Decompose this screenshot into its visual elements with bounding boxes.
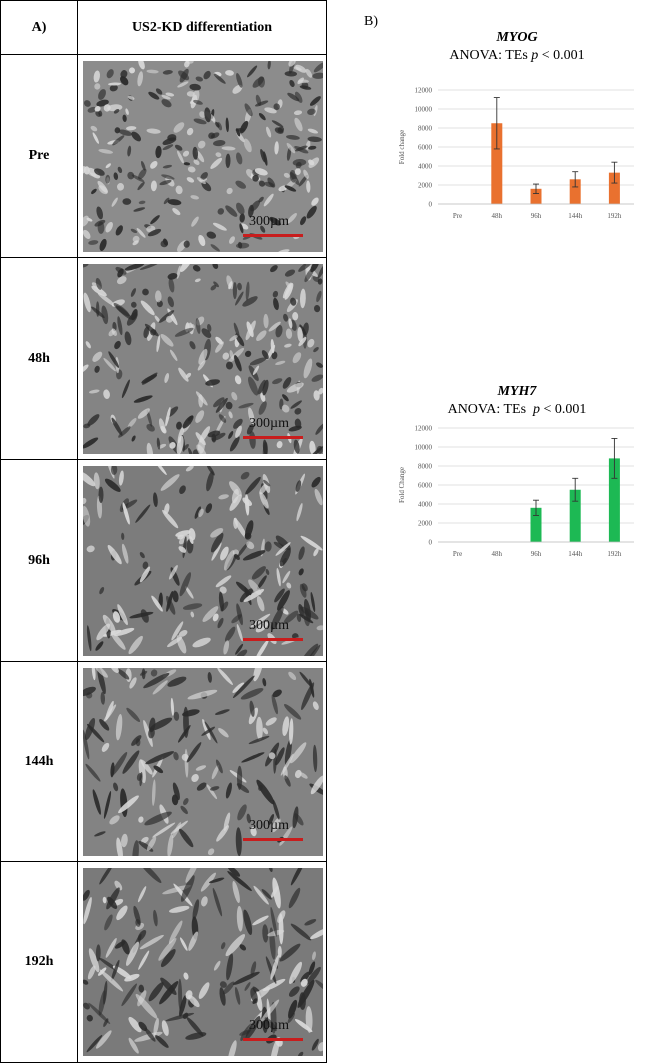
x-tick-label: 192h <box>607 550 622 558</box>
y-tick-label: 6000 <box>418 144 433 152</box>
y-tick-label: 0 <box>429 201 433 209</box>
error-bar-144h <box>572 477 579 502</box>
chart-subtitle: ANOVA: TEs p < 0.001 <box>397 48 637 64</box>
y-tick-label: 10000 <box>415 444 433 452</box>
bar-chart: 0 2000 4000 6000 8000 10000 12000 Fold change Pr… <box>398 87 634 220</box>
y-tick-label: 4000 <box>418 501 433 509</box>
x-tick-label: Pre <box>453 212 462 220</box>
scale-bar-label: 300µm <box>249 416 289 431</box>
bar-48h <box>491 123 503 204</box>
bar-192h <box>608 172 620 204</box>
subtitle-prefix: ANOVA: TEs <box>447 402 534 417</box>
error-bar-192h <box>611 438 618 479</box>
timepoint-label: 144h <box>1 662 78 861</box>
subtitle-p: p <box>531 48 539 63</box>
x-tick-label: 192h <box>607 212 622 220</box>
scale-bar <box>243 1038 303 1041</box>
y-tick-label: 2000 <box>418 182 433 190</box>
x-tick-label: 144h <box>568 212 583 220</box>
y-tick-label: 8000 <box>418 125 433 133</box>
subtitle-p: p <box>533 402 541 417</box>
timepoint-label: 192h <box>1 862 78 1062</box>
chart-subtitle: ANOVA: TEs p < 0.001 <box>397 402 637 418</box>
y-tick-label: 0 <box>429 539 433 547</box>
micrograph-image: 300µm <box>83 264 323 454</box>
subtitle-suffix: < 0.001 <box>540 402 587 417</box>
error-bar-48h <box>493 97 500 150</box>
table-row: 96h 300µm <box>1 460 326 662</box>
bar-96h <box>530 188 542 204</box>
y-tick-label: 12000 <box>415 425 433 433</box>
y-tick-label: 4000 <box>418 163 433 171</box>
bar-144h <box>569 489 581 542</box>
table-row: 192h 300µm <box>1 862 326 1062</box>
y-tick-label: 6000 <box>418 482 433 490</box>
micrograph-image: 300µm <box>83 61 323 252</box>
chart-gene-title: MYH7 <box>497 384 537 399</box>
timepoint-label: 48h <box>1 258 78 459</box>
panel-a-label: A) <box>1 1 78 54</box>
x-tick-label: 144h <box>568 550 583 558</box>
y-axis-label: Fold Change <box>398 467 406 503</box>
error-bar-96h <box>533 183 539 194</box>
timepoint-label: Pre <box>1 55 78 257</box>
error-bar-192h <box>611 161 618 184</box>
y-tick-label: 10000 <box>415 106 433 114</box>
panel-a-table: A) US2-KD differentiation Pre 300µm 48h 300… <box>0 0 327 1063</box>
error-bar-96h <box>533 499 539 516</box>
subtitle-suffix: < 0.001 <box>538 48 585 63</box>
scale-bar <box>243 234 303 237</box>
bar-96h <box>530 507 542 542</box>
table-row: 144h 300µm <box>1 662 326 862</box>
x-tick-label: Pre <box>453 550 462 558</box>
x-tick-label: 48h <box>492 550 503 558</box>
scale-bar-label: 300µm <box>249 818 289 833</box>
x-tick-label: 48h <box>492 212 503 220</box>
scale-bar <box>243 638 303 641</box>
column-header: US2-KD differentiation <box>131 19 273 35</box>
x-tick-label: 96h <box>531 550 542 558</box>
subtitle-prefix: ANOVA: TEs <box>449 48 532 63</box>
scale-bar <box>243 436 303 439</box>
y-tick-label: 8000 <box>418 463 433 471</box>
micrograph-image: 300µm <box>83 668 323 856</box>
table-row: 48h 300µm <box>1 258 326 460</box>
chart-gene-title: MYOG <box>496 30 538 45</box>
micrograph-image: 300µm <box>83 868 323 1056</box>
scale-bar-label: 300µm <box>249 1018 289 1033</box>
scale-bar-label: 300µm <box>249 214 289 229</box>
y-axis-label: Fold change <box>398 130 406 164</box>
bar-chart: 0 2000 4000 6000 8000 10000 12000 Fold Change Pr… <box>398 425 634 558</box>
y-tick-label: 2000 <box>418 520 433 528</box>
error-bar-144h <box>572 171 579 188</box>
scale-bar <box>243 838 303 841</box>
x-tick-label: 96h <box>531 212 542 220</box>
y-tick-label: 12000 <box>415 87 433 95</box>
timepoint-label: 96h <box>1 460 78 661</box>
bar-144h <box>569 179 581 204</box>
scale-bar-label: 300µm <box>249 618 289 633</box>
panel-b-label: B) <box>364 14 378 29</box>
table-row: Pre 300µm <box>1 55 326 258</box>
micrograph-image: 300µm <box>83 466 323 656</box>
bar-192h <box>608 458 620 542</box>
table-header-row: A) US2-KD differentiation <box>1 1 326 55</box>
